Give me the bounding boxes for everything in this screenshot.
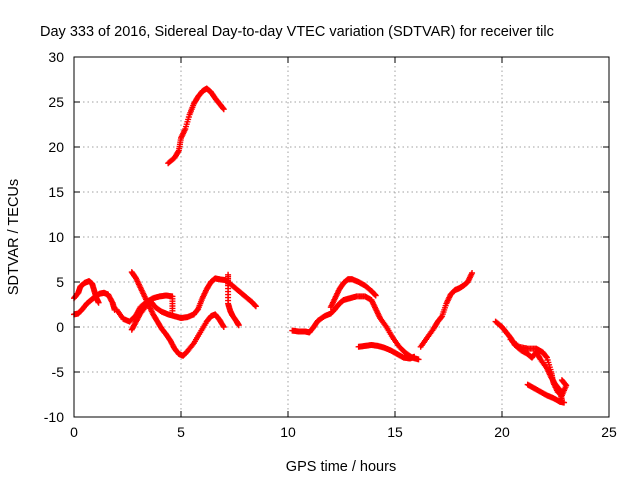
series-arc-1 — [71, 278, 102, 306]
x-tick-label: 15 — [387, 424, 403, 440]
series-arc-2 — [71, 289, 118, 318]
data-point — [220, 105, 227, 112]
series-arc-8 — [289, 293, 422, 363]
series-arc-11 — [417, 270, 476, 350]
x-tick-label: 25 — [601, 424, 617, 440]
grid-lines — [74, 57, 609, 417]
y-tick-label: 10 — [48, 229, 64, 245]
chart-title: Day 333 of 2016, Sidereal Day-to-day VTE… — [40, 24, 554, 40]
series-arc-10 — [355, 342, 418, 362]
y-tick-label: -5 — [52, 364, 65, 380]
series-arc-13 — [507, 336, 570, 399]
y-tick-label: 0 — [56, 319, 64, 335]
y-tick-label: 20 — [48, 139, 64, 155]
y-axis-label: SDTVAR / TECUs — [6, 179, 22, 295]
series-arc-5 — [128, 269, 227, 359]
data-point — [235, 322, 242, 329]
series-arc-9 — [327, 276, 379, 311]
plot-frame — [73, 56, 610, 418]
data-point — [252, 303, 259, 310]
x-tick-label: 10 — [280, 424, 296, 440]
data-point — [558, 377, 565, 384]
data-point — [372, 291, 379, 298]
data-point — [559, 378, 566, 384]
data-point — [561, 399, 568, 406]
y-tick-label: 30 — [48, 49, 64, 65]
x-tick-label: 20 — [494, 424, 510, 440]
data-point — [220, 322, 227, 329]
y-axis-tick-labels: -10 -5 0 5 10 15 20 25 30 — [44, 49, 64, 425]
y-tick-label: 5 — [56, 274, 64, 290]
data-point — [543, 353, 550, 360]
data-point — [175, 148, 182, 155]
y-tick-label: 25 — [48, 94, 64, 110]
series-arc-14 — [524, 381, 568, 406]
y-tick-label: -10 — [44, 409, 64, 425]
y-tick-label: 15 — [48, 184, 64, 200]
data-point — [469, 270, 476, 276]
data-point — [220, 106, 227, 113]
series-arc-high — [165, 85, 227, 167]
x-tick-label: 5 — [177, 424, 185, 440]
x-tick-label: 0 — [70, 424, 78, 440]
data-point — [95, 299, 102, 306]
x-axis-tick-labels: 0 5 10 15 20 25 — [70, 424, 617, 440]
series-arc-7 — [225, 271, 242, 329]
data-point — [411, 353, 418, 360]
x-axis-label: GPS time / hours — [286, 459, 396, 475]
data-point — [415, 356, 422, 363]
data-point — [252, 302, 259, 309]
data-point — [220, 324, 227, 330]
data-points — [71, 85, 570, 406]
data-point — [372, 292, 379, 299]
